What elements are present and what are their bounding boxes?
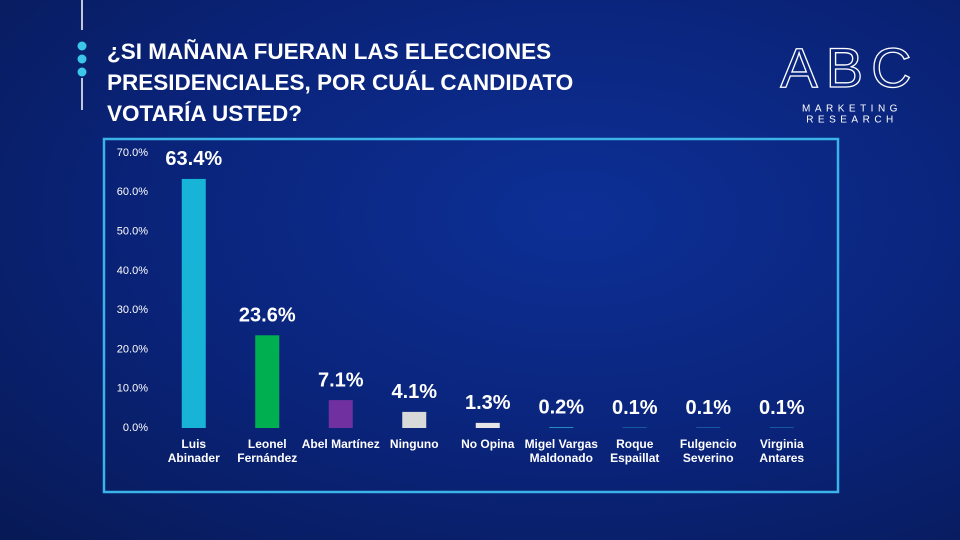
- value-label: 0.1%: [759, 397, 805, 419]
- value-label: 0.1%: [685, 397, 731, 419]
- x-tick-label: Luis Abinader: [167, 437, 220, 465]
- x-tick-label: Leonel Fernández: [237, 437, 298, 465]
- y-tick-label: 50.0%: [117, 225, 148, 237]
- decor-dot: [77, 54, 87, 64]
- x-tick-label: Ninguno: [389, 437, 439, 451]
- y-tick-label: 30.0%: [117, 304, 148, 316]
- value-label: 1.3%: [465, 392, 511, 414]
- title: ¿SI MAÑANA FUERAN LAS ELECCIONES PRESIDE…: [107, 39, 574, 126]
- x-tick-label: Virginia Antares: [759, 437, 805, 465]
- logo-line: MARKETING: [802, 104, 902, 115]
- y-tick-label: 60.0%: [117, 186, 148, 198]
- x-tick-label: Abel Martínez: [301, 437, 380, 451]
- value-label: 4.1%: [391, 381, 437, 403]
- y-tick-label: 10.0%: [117, 383, 148, 395]
- y-tick-label: 20.0%: [117, 343, 148, 355]
- decor-dot: [77, 41, 87, 51]
- decor-dot: [77, 67, 87, 77]
- value-label: 0.1%: [612, 397, 658, 419]
- x-tick-label: Fulgencio Severino: [679, 437, 737, 465]
- logo-name: ABC: [780, 36, 919, 99]
- chart-frame: [102, 137, 840, 494]
- bar: [328, 400, 353, 428]
- y-tick-label: 0.0%: [123, 422, 148, 434]
- value-label: 0.2%: [538, 396, 584, 418]
- bar: [255, 335, 280, 428]
- y-tick-label: 40.0%: [117, 265, 148, 277]
- bar: [181, 178, 206, 428]
- y-tick-label: 70.0%: [117, 147, 148, 159]
- value-label: 63.4%: [165, 148, 222, 170]
- x-tick-label: Roque Espaillat: [610, 437, 660, 465]
- value-label: 7.1%: [318, 369, 364, 391]
- x-tick-label: No Opina: [461, 437, 515, 451]
- bar: [549, 427, 574, 428]
- logo-line: RESEARCH: [806, 115, 898, 126]
- value-label: 23.6%: [239, 305, 296, 327]
- bar: [402, 411, 427, 428]
- x-tick-label: Migel Vargas Maldonado: [524, 437, 598, 465]
- bar: [475, 422, 500, 428]
